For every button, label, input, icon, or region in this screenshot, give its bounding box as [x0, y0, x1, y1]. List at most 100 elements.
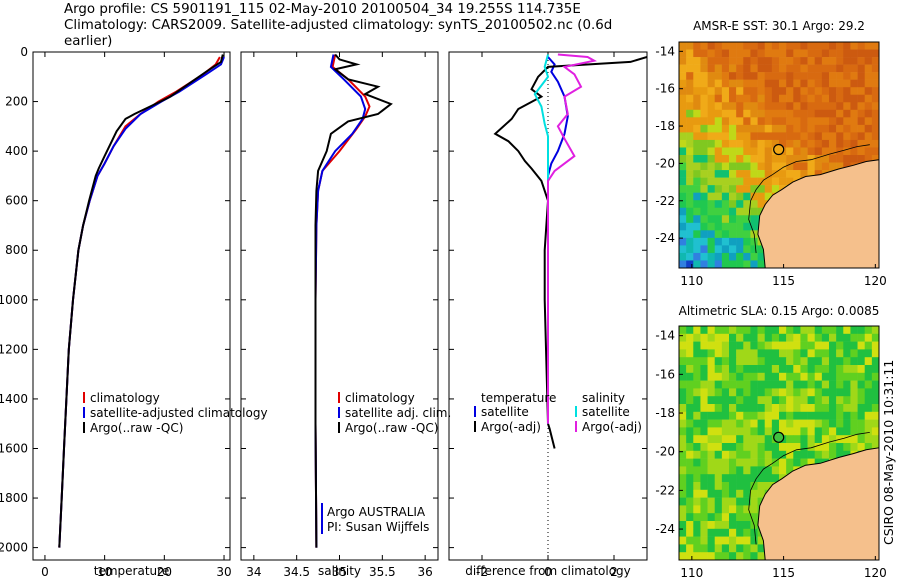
map-cell	[807, 450, 816, 459]
map-cell	[829, 341, 837, 350]
map-cell	[864, 147, 873, 156]
map-cell	[736, 505, 744, 514]
map-cell	[729, 139, 737, 148]
map-cell	[871, 79, 880, 88]
map-cell	[729, 411, 737, 420]
map-cell	[679, 139, 687, 148]
map-cell	[771, 443, 780, 452]
map-cell	[714, 177, 723, 186]
map-cell	[693, 458, 701, 467]
map-cell	[786, 450, 794, 459]
map-cell	[721, 245, 730, 254]
map-cell	[714, 552, 723, 561]
map-cell	[729, 435, 737, 444]
map-cell	[743, 49, 751, 58]
map-cell	[729, 513, 737, 522]
map-cell	[736, 64, 744, 73]
map-cell	[679, 380, 687, 389]
map-cell	[743, 185, 751, 193]
side-label: CSIRO 08-May-2010 10:31:11	[881, 359, 896, 545]
map-cell	[700, 222, 708, 231]
map-cell	[843, 349, 851, 358]
map-cell	[779, 349, 787, 358]
map-cell	[814, 458, 823, 467]
map-cell	[864, 365, 873, 374]
map-cell	[700, 388, 708, 397]
map-cell	[857, 419, 866, 428]
map-cell	[736, 419, 744, 428]
map-cell	[743, 482, 751, 491]
map-cell	[693, 147, 701, 156]
map-cell	[729, 489, 737, 498]
map-cell	[871, 349, 880, 358]
map-cell	[857, 427, 866, 436]
map-cell	[686, 427, 694, 436]
map-cell	[779, 102, 787, 111]
map-cell	[736, 155, 744, 163]
map-cell	[707, 380, 716, 389]
map-cell	[771, 64, 780, 73]
map-cell	[786, 427, 794, 436]
map-cell	[707, 170, 716, 178]
x-tick-label: 120	[864, 274, 887, 288]
map-cell	[871, 404, 880, 413]
map-cell	[700, 177, 708, 186]
map-cell	[793, 87, 801, 96]
map-cell	[843, 72, 851, 80]
map-cell	[864, 419, 873, 428]
map-cell	[764, 79, 773, 88]
map-cell	[821, 450, 830, 459]
map-cell	[700, 245, 708, 254]
map-cell	[793, 450, 801, 459]
map-cell	[679, 435, 687, 444]
map-cell	[757, 466, 766, 475]
map-cell	[686, 513, 694, 522]
map-cell	[743, 64, 751, 73]
map-cell	[743, 260, 751, 269]
title-line-2: Climatology: CARS2009. Satellite-adjuste…	[64, 18, 613, 49]
map-cell	[800, 419, 808, 428]
map-cell	[771, 396, 780, 405]
map-cell	[829, 42, 837, 50]
map-cell	[850, 42, 858, 50]
map-cell	[707, 349, 716, 358]
y-tick-label: -18	[655, 119, 675, 133]
map-cell	[750, 207, 758, 216]
map-cell	[686, 237, 694, 246]
map-cell	[757, 124, 766, 133]
series-line	[493, 56, 647, 449]
series-line	[547, 53, 598, 424]
map-cell	[707, 124, 716, 133]
map-cell	[721, 185, 730, 193]
map-cell	[729, 341, 737, 350]
map-cell	[814, 147, 823, 156]
map-cell	[736, 404, 744, 413]
map-cell	[821, 124, 830, 133]
map-cell	[729, 466, 737, 475]
map-cell	[821, 49, 830, 58]
map-cell	[679, 528, 687, 537]
y-tick-label: -16	[655, 367, 675, 381]
map-cell	[714, 365, 723, 374]
map-cell	[729, 474, 737, 483]
map-cell	[714, 333, 723, 342]
map-cell	[757, 132, 766, 141]
map-cell	[721, 513, 730, 522]
map-cell	[714, 109, 723, 118]
map-cell	[686, 200, 694, 209]
map-cell	[750, 147, 758, 156]
map-cell	[850, 372, 858, 381]
map-cell	[821, 147, 830, 156]
map-cell	[836, 450, 844, 459]
map-cell	[757, 245, 766, 254]
map-cell	[757, 544, 766, 553]
map-cell	[864, 341, 873, 350]
map-cell	[686, 341, 694, 350]
map-cell	[871, 64, 880, 73]
map-cell	[771, 94, 780, 103]
map-cell	[843, 102, 851, 111]
map-cell	[693, 109, 701, 118]
map-cell	[721, 411, 730, 420]
map-cell	[786, 380, 794, 389]
map-cell	[871, 147, 880, 156]
